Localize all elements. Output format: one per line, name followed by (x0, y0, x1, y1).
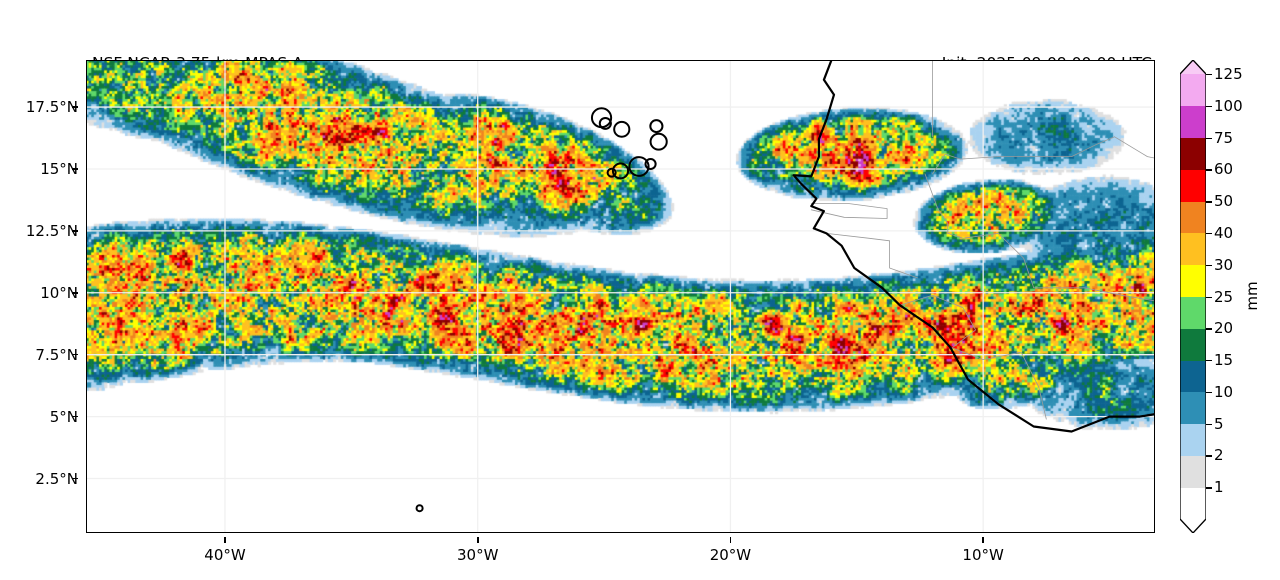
y-tick-mark (72, 168, 78, 170)
colorbar-tick-mark (1206, 105, 1212, 108)
colorbar-tick-mark (1206, 487, 1212, 489)
y-tick-label: 12.5°N (25, 221, 78, 240)
x-tick-label: 10°W (962, 546, 1004, 564)
x-axis-labels: 40°W 30°W 20°W 10°W (86, 537, 1155, 567)
colorbar-band (1180, 328, 1206, 361)
colorbar-tick-label: 40 (1214, 223, 1234, 242)
colorbar-band (1180, 232, 1206, 266)
colorbar-tick-mark (1206, 455, 1212, 457)
colorbar-tick-label: 30 (1214, 255, 1234, 274)
island-outline (649, 119, 664, 134)
y-tick-mark (72, 106, 78, 108)
island-outline (598, 116, 612, 130)
country-border (947, 232, 1035, 289)
y-axis-labels: 2.5°N 5°N 7.5°N 10°N 12.5°N 15°N 17.5°N (0, 60, 78, 533)
island-outline (606, 167, 617, 178)
colorbar-segments (1180, 74, 1206, 520)
y-tick-mark (72, 353, 78, 356)
colorbar-band (1180, 487, 1206, 520)
colorbar-tick-mark (1206, 264, 1212, 267)
island-outline (644, 158, 657, 170)
colorbar-unit-label: mm (1243, 281, 1261, 311)
coastline (792, 60, 1155, 433)
colorbar-tick-label: 5 (1214, 414, 1224, 433)
precipitation-field (86, 60, 1155, 533)
colorbar-tick-label: 100 (1214, 96, 1243, 115)
island-outline (415, 504, 424, 513)
colorbar-tick-mark (1206, 169, 1212, 171)
y-tick-label: 10°N (40, 283, 78, 302)
colorbar-tick-label: 20 (1214, 319, 1234, 338)
colorbar-band (1180, 169, 1206, 202)
colorbar-tick-mark (1206, 74, 1212, 76)
geography-overlay (86, 60, 1155, 533)
country-border (932, 60, 933, 138)
island-outline (649, 132, 668, 151)
colorbar-band (1180, 391, 1206, 425)
island-outline (613, 120, 631, 138)
colorbar-band (1180, 74, 1206, 107)
colorbar-tick-mark (1206, 201, 1212, 203)
colorbar-tick-mark (1206, 137, 1212, 139)
colorbar: 1 2 5 10 15 20 25 30 40 50 60 75 100 125 (1180, 60, 1243, 533)
colorbar-band (1180, 137, 1206, 170)
colorbar-over-arrow (1180, 60, 1206, 74)
colorbar-tick-mark (1206, 328, 1212, 330)
country-border (924, 173, 949, 234)
y-tick-mark (72, 230, 78, 232)
country-border (1033, 287, 1155, 302)
colorbar-band (1180, 264, 1206, 297)
x-tick-label: 20°W (709, 546, 752, 564)
colorbar-tick-label: 60 (1214, 160, 1234, 179)
y-tick-label: 2.5°N (35, 469, 78, 488)
colorbar-tick-label: 2 (1214, 446, 1224, 465)
colorbar-tick-label: 1 (1214, 478, 1224, 497)
y-tick-label: 17.5°N (25, 98, 78, 117)
colorbar-tick-mark (1206, 296, 1212, 298)
colorbar-band (1180, 201, 1206, 234)
island-outline (611, 162, 630, 180)
colorbar-tick-mark (1206, 391, 1212, 394)
country-border (826, 232, 918, 279)
colorbar-tick-label: 10 (1214, 382, 1234, 401)
y-tick-label: 15°N (40, 159, 78, 178)
colorbar-tick-mark (1206, 232, 1212, 235)
colorbar-band (1180, 360, 1206, 393)
colorbar-under-arrow (1180, 519, 1206, 533)
x-tick-mark (982, 537, 984, 543)
y-tick-label: 5°N (49, 407, 78, 426)
colorbar-tick-mark (1206, 423, 1212, 426)
colorbar-band (1180, 455, 1206, 488)
y-tick-mark (72, 292, 78, 294)
colorbar-tick-mark (1206, 360, 1212, 362)
x-tick-label: 30°W (456, 546, 499, 564)
colorbar-tick-label: 125 (1214, 65, 1243, 83)
colorbar-tick-label: 50 (1214, 192, 1234, 211)
y-tick-mark (72, 415, 78, 418)
country-border (810, 203, 888, 219)
colorbar-tick-label: 25 (1214, 287, 1234, 306)
country-border (1114, 136, 1155, 159)
x-tick-mark (477, 537, 479, 543)
colorbar-tick-label: 15 (1214, 351, 1234, 370)
y-tick-label: 7.5°N (35, 345, 78, 364)
map-plot-area (86, 60, 1155, 533)
colorbar-band (1180, 105, 1206, 139)
country-border (949, 346, 1047, 420)
x-tick-label: 40°W (204, 546, 246, 564)
x-tick-mark (224, 537, 226, 543)
colorbar-band (1180, 296, 1206, 329)
colorbar-tick-label: 75 (1214, 128, 1234, 147)
country-border (899, 294, 976, 348)
y-tick-mark (72, 477, 78, 480)
country-border (932, 136, 1115, 175)
colorbar-band (1180, 423, 1206, 456)
island-outline (628, 156, 650, 177)
x-tick-mark (729, 537, 732, 543)
